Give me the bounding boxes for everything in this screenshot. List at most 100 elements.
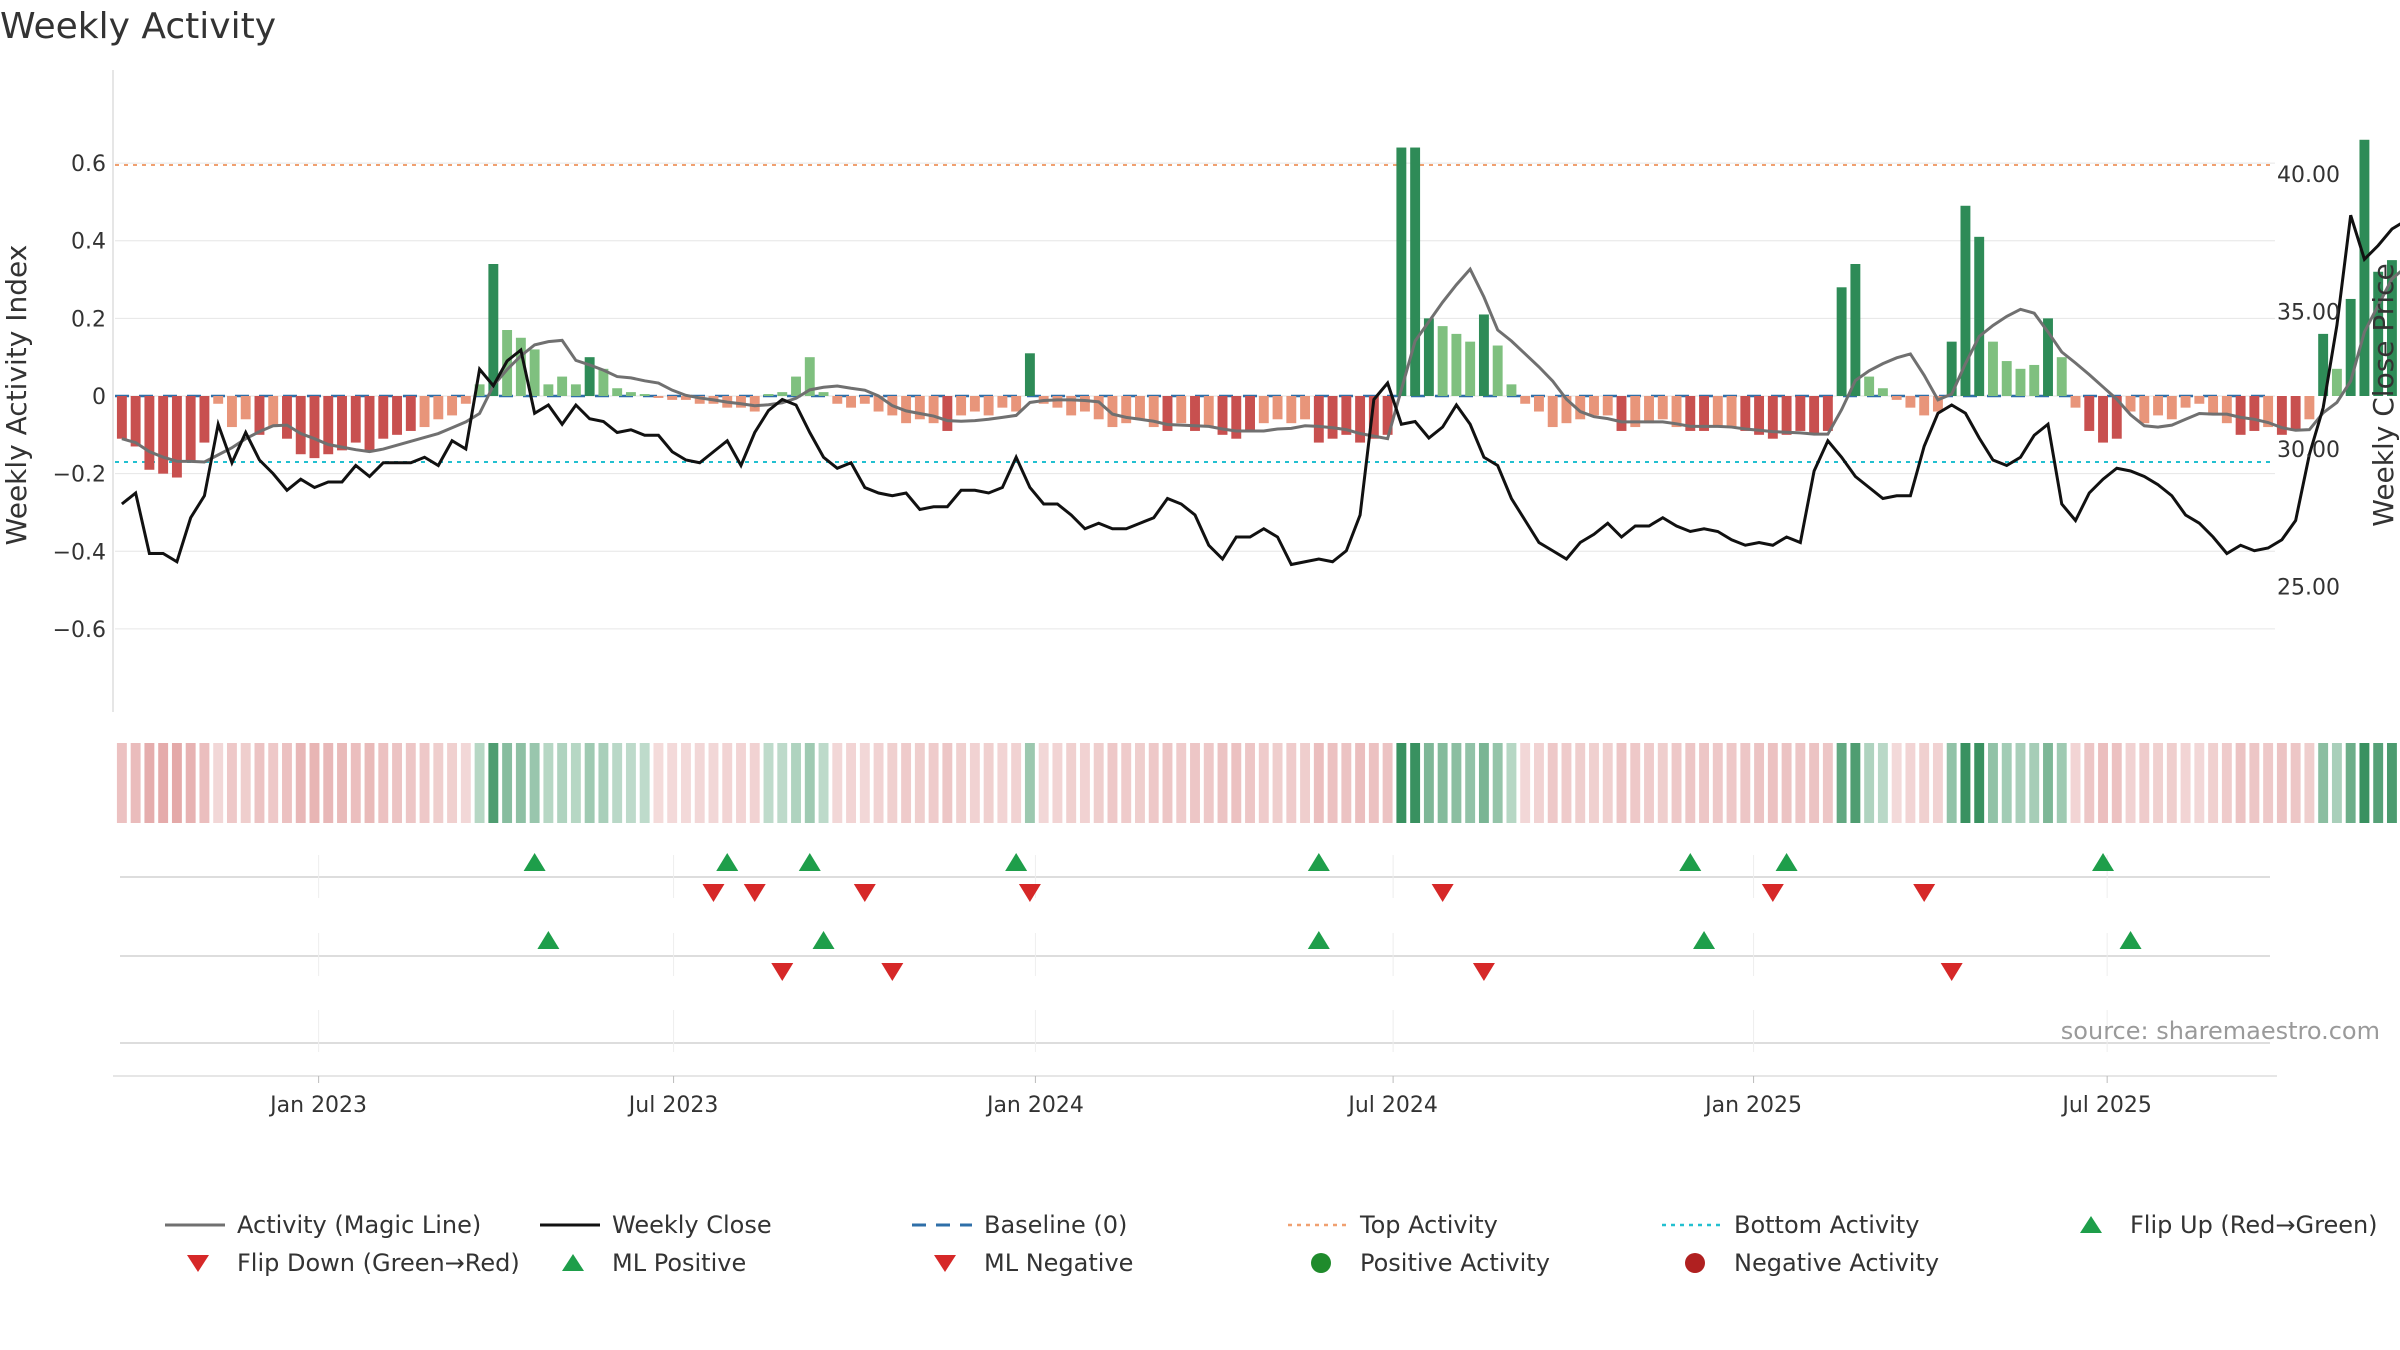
strip-cell — [1932, 743, 1943, 823]
strip-cell — [570, 743, 581, 823]
legend-item: Positive Activity — [1311, 1249, 1550, 1277]
strip-cell — [667, 743, 678, 823]
x-tick-label: Jan 2025 — [1703, 1093, 1802, 1118]
legend-label: Positive Activity — [1360, 1249, 1550, 1277]
activity-bar — [1877, 388, 1888, 396]
activity-bar — [1864, 376, 1875, 396]
activity-bar — [2029, 364, 2040, 396]
chart-title: Weekly Activity — [0, 6, 276, 47]
flip-up-marker — [1679, 853, 1702, 871]
strip-cell — [1740, 743, 1751, 823]
strip-cell — [1121, 743, 1132, 823]
activity-bar — [791, 376, 801, 396]
activity-bar — [419, 396, 430, 428]
activity-bar — [1671, 396, 1682, 428]
y2-tick-label: 30.00 — [2277, 438, 2340, 463]
y-tick-label: −0.2 — [53, 463, 106, 488]
activity-bar — [1740, 396, 1751, 431]
activity-bar — [1245, 396, 1255, 431]
strip-cell — [873, 743, 884, 823]
strip-cell — [763, 743, 774, 823]
strip-cell — [1079, 743, 1090, 823]
strip-cell — [364, 743, 375, 823]
activity-bar — [1190, 396, 1200, 431]
activity-bar — [1919, 396, 1930, 416]
activity-bar — [557, 376, 568, 396]
strip-cell — [1767, 743, 1778, 823]
strip-cell — [2249, 743, 2260, 823]
strip-cell — [1217, 743, 1228, 823]
strip-cell — [1657, 743, 1668, 823]
strip-cell — [295, 743, 306, 823]
activity-bar — [254, 396, 265, 435]
activity-bar — [1162, 396, 1173, 431]
strip-cell — [1616, 743, 1627, 823]
activity-bar — [2043, 318, 2053, 396]
strip-cell — [1368, 743, 1379, 823]
strip-cell — [158, 743, 169, 823]
strip-cell — [226, 743, 237, 823]
strip-cell — [254, 743, 265, 823]
activity-bar — [2290, 396, 2301, 431]
y2-tick-label: 40.00 — [2277, 163, 2340, 188]
flip-down-marker — [1761, 884, 1784, 902]
activity-bar — [1547, 396, 1558, 428]
activity-bar — [570, 384, 581, 396]
activity-bar — [1520, 396, 1531, 404]
strip-cell — [1437, 743, 1448, 823]
activity-bar — [405, 396, 416, 431]
legend-swatch — [2080, 1216, 2102, 1233]
activity-bar — [914, 396, 925, 420]
strip-cell — [1671, 743, 1682, 823]
legend-label: Top Activity — [1359, 1211, 1498, 1239]
activity-bar — [1382, 396, 1393, 435]
activity-bar — [392, 396, 402, 435]
strip-cell — [1754, 743, 1765, 823]
activity-bar — [749, 396, 760, 412]
y-axis-label: Weekly Activity Index — [0, 245, 33, 546]
activity-bar — [1905, 396, 1916, 408]
ml-negative-marker — [1472, 963, 1495, 981]
strip-cell — [942, 743, 953, 823]
legend-label: ML Negative — [984, 1249, 1133, 1277]
y-tick-label: −0.6 — [53, 618, 106, 643]
activity-bar — [1891, 396, 1902, 400]
activity-bar — [171, 396, 182, 478]
strip-cell — [1850, 743, 1861, 823]
strip-cell — [1946, 743, 1957, 823]
strip-cell — [681, 743, 691, 823]
legend-item: Top Activity — [1288, 1211, 1498, 1239]
strip-cell — [2359, 743, 2370, 823]
strip-cell — [1038, 743, 1049, 823]
activity-bar — [529, 349, 540, 396]
strip-cell — [1258, 743, 1269, 823]
activity-bar — [625, 392, 636, 396]
legend-label: Activity (Magic Line) — [237, 1211, 481, 1239]
strip-cell — [240, 743, 251, 823]
flip-up-marker — [716, 853, 739, 871]
strip-cell — [1974, 743, 1985, 823]
strip-cell — [1190, 743, 1200, 823]
activity-bar — [1011, 396, 1022, 412]
strip-cell — [1589, 743, 1599, 823]
activity-bar — [309, 396, 320, 459]
ml-negative-marker — [771, 963, 794, 981]
activity-bar — [1272, 396, 1283, 420]
activity-bar — [859, 396, 870, 404]
legend-item: Flip Down (Green→Red) — [187, 1249, 520, 1277]
strip-cell — [1341, 743, 1352, 823]
activity-bar — [1946, 341, 1957, 396]
signal-rows — [120, 853, 2270, 1052]
activity-bar — [1836, 287, 1847, 396]
activity-bar — [1767, 396, 1778, 439]
strip-cell — [2180, 743, 2191, 823]
strip-cell — [2331, 743, 2342, 823]
source-label: source: sharemaestro.com — [2061, 1017, 2380, 1045]
strip-cell — [144, 743, 155, 823]
strip-cell — [1575, 743, 1586, 823]
strip-cell — [199, 743, 210, 823]
activity-bar — [873, 396, 884, 412]
strip-cell — [832, 743, 843, 823]
activity-bar — [2345, 298, 2356, 396]
